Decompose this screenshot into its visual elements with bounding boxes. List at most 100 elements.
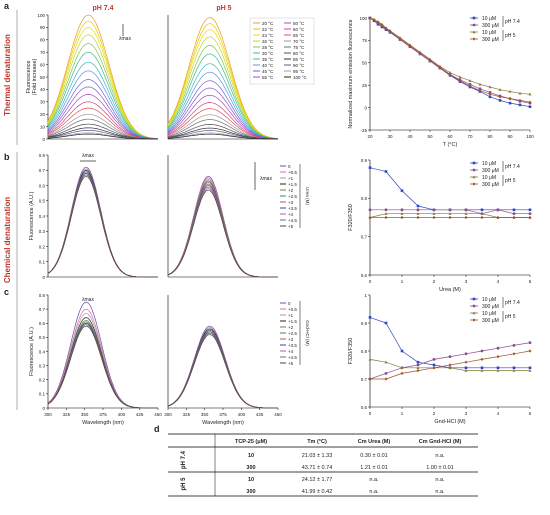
data-point bbox=[528, 100, 532, 104]
data-point bbox=[416, 360, 420, 364]
data-point bbox=[458, 79, 462, 83]
spectrum-curve bbox=[167, 189, 278, 278]
spectrum-curve bbox=[167, 325, 278, 409]
table-cell: 24.12 ± 1.77 bbox=[302, 477, 333, 483]
x-tick-label: 90 bbox=[507, 134, 513, 139]
data-point bbox=[368, 16, 372, 20]
panel-label-a: a bbox=[4, 1, 10, 11]
data-point bbox=[368, 316, 372, 319]
spectrum-curve bbox=[167, 332, 278, 409]
x-tick-label: 5 bbox=[529, 411, 532, 416]
y-tick-label: 0.8 bbox=[39, 293, 46, 298]
y-tick-label: 25 bbox=[362, 83, 368, 88]
x-tick-label: 60 bbox=[447, 134, 453, 139]
data-point bbox=[432, 366, 436, 370]
table-cell: 43.71 ± 0.74 bbox=[302, 465, 333, 471]
spectrum-curve bbox=[167, 331, 278, 409]
x-tick-label: 50 bbox=[427, 134, 433, 139]
spectrum-curve bbox=[167, 45, 279, 139]
y-tick-label: 0.3 bbox=[39, 363, 46, 368]
spectrum-curve bbox=[47, 325, 158, 409]
data-point bbox=[496, 346, 500, 350]
data-point bbox=[496, 355, 500, 359]
data-point bbox=[380, 24, 384, 28]
data-point bbox=[472, 168, 476, 172]
data-point bbox=[508, 97, 512, 101]
y-tick-label: 0.7 bbox=[39, 307, 46, 312]
data-point bbox=[512, 208, 516, 212]
data-point bbox=[376, 20, 380, 25]
y-axis-title: Fluorescence (A.U.) bbox=[29, 191, 35, 240]
data-point bbox=[432, 358, 436, 361]
legend-group-label: pH 7.4 bbox=[505, 19, 520, 25]
table-cell: 1.21 ± 0.01 bbox=[360, 465, 387, 471]
spectrum-curve bbox=[47, 324, 158, 409]
spectrum-curve bbox=[167, 183, 278, 278]
legend-temp-label: 20 °C bbox=[262, 21, 274, 26]
spectrum-curve bbox=[47, 43, 159, 140]
legend-conc-label: +5 bbox=[288, 361, 294, 366]
data-point bbox=[480, 208, 484, 212]
x-tick-label: 4 bbox=[497, 411, 500, 416]
data-point bbox=[384, 170, 388, 173]
table-cell: 10 bbox=[248, 477, 254, 483]
chart-urea: 0.6 0.7 0.8 0.9 0 1 2 3 4 5 Urea (M) F320/F350 10 μM… bbox=[348, 158, 532, 293]
y-tick-label: 0.8 bbox=[39, 153, 46, 158]
data-point bbox=[472, 297, 476, 301]
data-point bbox=[448, 355, 452, 358]
data-point bbox=[398, 37, 402, 41]
spectrum-curve bbox=[47, 320, 158, 409]
spectrum-curve bbox=[167, 94, 278, 140]
data-point bbox=[388, 29, 392, 34]
data-point bbox=[416, 366, 420, 369]
table-cell: 21.03 ± 1.33 bbox=[302, 453, 333, 459]
data-point bbox=[400, 366, 404, 369]
lambda-max-label: λmax bbox=[82, 297, 94, 303]
lambda-max-label: λmax bbox=[119, 36, 131, 42]
data-point bbox=[472, 182, 476, 186]
y-tick-label: 100 bbox=[37, 13, 45, 18]
y-axis-title: Normalized maximum emission fluorescence bbox=[348, 19, 354, 128]
data-point bbox=[528, 341, 532, 344]
y-tick-label: 0.6 bbox=[361, 405, 368, 410]
data-point bbox=[496, 215, 500, 220]
y-tick-label: 0.8 bbox=[361, 196, 368, 201]
spectra-a-ph74: 0 10 20 30 40 50 60 70 80 90 100 Fluorescence (Fold … bbox=[26, 13, 159, 142]
data-point bbox=[472, 175, 476, 179]
data-point bbox=[416, 208, 420, 212]
data-point bbox=[512, 366, 516, 370]
spectrum-curve bbox=[47, 133, 158, 140]
table-group-label: pH 5 bbox=[181, 477, 187, 491]
data-point bbox=[472, 161, 476, 165]
data-point bbox=[432, 363, 436, 367]
spectrum-curve bbox=[167, 63, 279, 140]
x-tick-label: 30 bbox=[387, 134, 393, 139]
legend-temp-label: 45 °C bbox=[262, 69, 274, 74]
data-point bbox=[496, 369, 500, 372]
data-point bbox=[416, 363, 420, 367]
data-point bbox=[428, 58, 432, 62]
y-tick-label: 0.7 bbox=[361, 377, 368, 382]
legend-box bbox=[249, 17, 315, 85]
chart-thermal: -25 0 25 50 75 100 20 30 40 50 60 70 80 90 100 T (°C) No… bbox=[348, 16, 534, 148]
x-tick-label: 450 bbox=[274, 412, 282, 417]
legend-temp-label: 95 °C bbox=[293, 69, 305, 74]
x-tick-label: 80 bbox=[487, 134, 493, 139]
table-cell: 1.00 ± 0.01 bbox=[426, 465, 453, 471]
data-point bbox=[468, 79, 472, 82]
data-point bbox=[472, 304, 476, 308]
x-tick-label: 300 bbox=[44, 412, 52, 417]
legend-temp-label: 55 °C bbox=[262, 75, 274, 80]
x-axis-title: T (°C) bbox=[443, 142, 458, 148]
x-tick-label: 425 bbox=[136, 412, 144, 417]
data-point bbox=[468, 84, 472, 88]
spectrum-curve bbox=[167, 71, 279, 140]
data-point bbox=[472, 23, 476, 27]
x-tick-label: 450 bbox=[154, 412, 162, 417]
data-point bbox=[528, 349, 532, 353]
spectrum-curve bbox=[167, 331, 278, 409]
data-point bbox=[448, 72, 452, 77]
data-point bbox=[528, 212, 532, 216]
spectrum-curve bbox=[167, 329, 278, 409]
data-point bbox=[448, 215, 452, 220]
